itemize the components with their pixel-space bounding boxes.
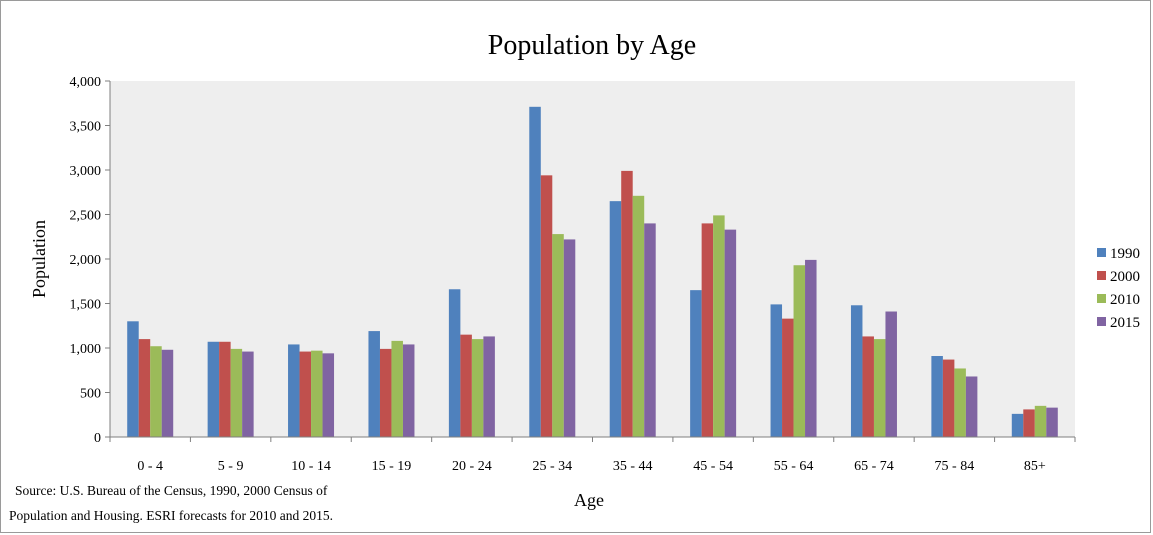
- y-tick-label: 4,000: [70, 75, 102, 90]
- bar-2015-35-44: [644, 223, 656, 437]
- source-note-line-1: Source: U.S. Bureau of the Census, 1990,…: [15, 483, 328, 498]
- bar-2000-35-44: [621, 170, 633, 437]
- bar-2000-25-34: [540, 175, 553, 437]
- bar-2000-55-64: [782, 318, 794, 437]
- bar-2010-85plus: [1034, 405, 1047, 437]
- y-tick-label: 3,500: [70, 120, 102, 135]
- bar-2015-15-19: [402, 344, 415, 437]
- bar-2000-45-54: [701, 223, 714, 437]
- bar-2010-65-74: [873, 339, 886, 437]
- bar-1990-35-44: [609, 201, 622, 437]
- x-tick-label: 85+: [1024, 459, 1046, 474]
- x-tick-label: 10 - 14: [291, 459, 331, 474]
- y-tick-label: 3,000: [70, 164, 102, 179]
- bars-group: [127, 106, 1058, 437]
- bar-2000-5-9: [219, 341, 231, 437]
- y-axis-label: Population: [29, 220, 49, 298]
- legend-label-2000: 2000: [1110, 269, 1140, 285]
- bar-2010-20-24: [471, 339, 484, 437]
- bar-2015-45-54: [724, 229, 737, 437]
- bar-2000-20-24: [460, 334, 472, 437]
- bar-2010-75-84: [954, 368, 966, 437]
- legend: 1990 2000 2010 2015: [1097, 246, 1140, 331]
- bar-2015-20-24: [483, 336, 495, 437]
- bar-1990-65-74: [850, 305, 863, 437]
- y-tick-label: 2,500: [70, 209, 102, 224]
- source-note-line-2: Population and Housing. ESRI forecasts f…: [9, 508, 333, 523]
- bar-1990-25-34: [529, 106, 541, 437]
- y-tick-label: 2,000: [70, 253, 102, 268]
- legend-label-1990: 1990: [1110, 246, 1140, 262]
- x-tick-label: 55 - 64: [774, 459, 814, 474]
- x-tick-label: 35 - 44: [613, 459, 653, 474]
- bar-2015-55-64: [805, 259, 817, 437]
- bar-2015-75-84: [965, 376, 978, 437]
- bar-2000-85plus: [1023, 409, 1035, 437]
- x-tick-label: 5 - 9: [218, 459, 244, 474]
- bar-2010-55-64: [793, 265, 806, 437]
- bar-1990-5-9: [207, 341, 220, 437]
- bar-1990-55-64: [770, 304, 783, 437]
- bar-1990-0-4: [127, 321, 139, 437]
- y-ticks-group: 0 500 1,000 1,500 2,000 2,500 3,000 3,500 4,000: [70, 75, 110, 446]
- bar-2010-45-54: [713, 215, 725, 437]
- legend-swatch-2015: [1097, 317, 1106, 326]
- bar-2010-15-19: [391, 340, 403, 437]
- legend-swatch-2000: [1097, 271, 1106, 280]
- bar-2015-85plus: [1046, 407, 1058, 437]
- legend-label-2015: 2015: [1110, 315, 1140, 331]
- bar-2010-25-34: [552, 234, 564, 437]
- bar-2015-0-4: [161, 349, 174, 437]
- y-tick-label: 1,000: [70, 342, 102, 357]
- y-tick-label: 0: [94, 431, 101, 446]
- x-tick-label: 0 - 4: [137, 459, 163, 474]
- x-tick-label: 20 - 24: [452, 459, 492, 474]
- chart-title: Population by Age: [488, 30, 696, 61]
- plot-area: [110, 81, 1075, 437]
- bar-2000-0-4: [138, 339, 151, 437]
- x-tick-label: 65 - 74: [854, 459, 894, 474]
- x-tick-label: 25 - 34: [532, 459, 572, 474]
- bar-2015-10-14: [322, 353, 335, 437]
- bar-2010-0-4: [150, 346, 162, 437]
- legend-swatch-1990: [1097, 248, 1106, 257]
- x-axis-label: Age: [574, 490, 604, 510]
- y-tick-label: 500: [80, 387, 101, 402]
- bar-2010-10-14: [311, 350, 323, 437]
- bar-2000-75-84: [942, 359, 955, 437]
- bar-1990-10-14: [288, 344, 300, 437]
- bar-2015-5-9: [242, 351, 254, 437]
- bar-1990-20-24: [448, 289, 461, 437]
- legend-swatch-2010: [1097, 294, 1106, 303]
- bar-2000-65-74: [862, 336, 874, 437]
- bar-1990-15-19: [368, 331, 380, 437]
- bar-2010-5-9: [230, 348, 243, 437]
- y-tick-label: 1,500: [70, 298, 102, 313]
- bar-2010-35-44: [632, 195, 645, 437]
- x-tick-label: 45 - 54: [693, 459, 733, 474]
- bar-1990-85plus: [1011, 413, 1024, 437]
- bar-1990-45-54: [690, 290, 702, 437]
- x-tick-label: 75 - 84: [935, 459, 975, 474]
- legend-label-2010: 2010: [1110, 292, 1140, 308]
- bar-2015-65-74: [885, 311, 897, 437]
- x-tick-label: 15 - 19: [372, 459, 412, 474]
- bar-2000-15-19: [379, 348, 392, 437]
- bar-2000-10-14: [299, 351, 312, 437]
- bar-1990-75-84: [931, 356, 943, 437]
- bar-2015-25-34: [563, 239, 576, 437]
- x-ticks-group: 0 - 4 5 - 9 10 - 14 15 - 19 20 - 24 25 - 34 35…: [109, 437, 1076, 474]
